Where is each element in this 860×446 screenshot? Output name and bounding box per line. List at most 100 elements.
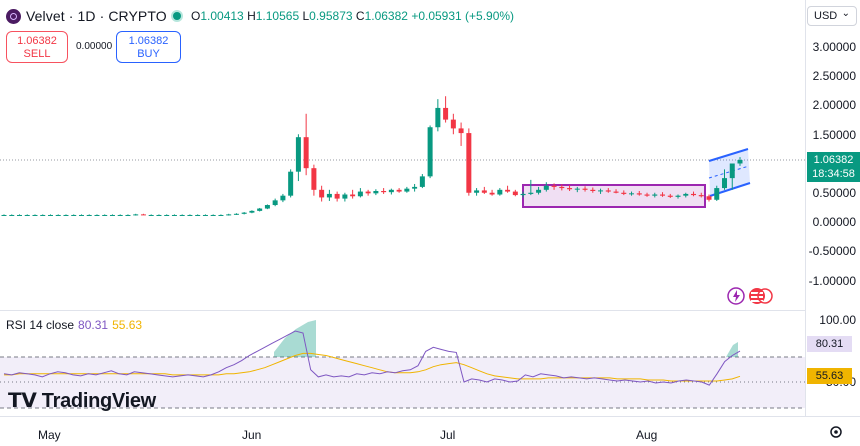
candle-body[interactable] (272, 200, 278, 206)
candle-body[interactable] (303, 137, 309, 169)
candle-body[interactable] (381, 190, 387, 193)
candle-body[interactable] (117, 214, 123, 216)
candle-body[interactable] (210, 214, 216, 216)
candle-body[interactable] (574, 188, 580, 190)
candle-body[interactable] (102, 214, 108, 216)
candle-body[interactable] (520, 193, 526, 196)
candle-body[interactable] (567, 188, 573, 190)
candle-body[interactable] (311, 168, 317, 190)
candle-body[interactable] (660, 194, 666, 196)
candle-body[interactable] (505, 189, 511, 192)
candle-body[interactable] (350, 194, 356, 197)
candle-body[interactable] (187, 214, 193, 216)
buy-button[interactable]: 1.06382 BUY (116, 31, 181, 63)
channel-top-line[interactable] (708, 148, 749, 162)
symbol-title[interactable]: Velvet · 1D · CRYPTO (26, 8, 167, 24)
candle-body[interactable] (133, 214, 139, 216)
candle-body[interactable] (109, 214, 115, 216)
rsi-ma-line[interactable] (4, 352, 741, 382)
candle-body[interactable] (582, 188, 588, 190)
candle-body[interactable] (125, 214, 131, 216)
candle-body[interactable] (419, 176, 425, 187)
candle-body[interactable] (326, 193, 332, 198)
candle-body[interactable] (481, 190, 487, 193)
settings-gear-icon[interactable] (830, 426, 842, 438)
candle-body[interactable] (71, 214, 77, 216)
candle-body[interactable] (226, 214, 232, 216)
candle-body[interactable] (450, 119, 456, 129)
candle-body[interactable] (683, 193, 689, 196)
candle-body[interactable] (63, 214, 69, 216)
candle-body[interactable] (55, 214, 61, 216)
candle-body[interactable] (202, 214, 208, 216)
candle-body[interactable] (156, 214, 162, 216)
candle-body[interactable] (218, 214, 224, 216)
candle-body[interactable] (388, 189, 394, 193)
candle-body[interactable] (249, 210, 255, 213)
candle-body[interactable] (32, 214, 38, 216)
candle-body[interactable] (543, 185, 549, 190)
candle-body[interactable] (652, 194, 658, 196)
candle-body[interactable] (474, 190, 480, 193)
candle-body[interactable] (536, 189, 542, 193)
candle-body[interactable] (373, 190, 379, 194)
candle-body[interactable] (40, 214, 46, 216)
candle-body[interactable] (396, 189, 402, 192)
candle-body[interactable] (295, 137, 301, 172)
candle-body[interactable] (140, 214, 146, 216)
candle-body[interactable] (78, 214, 84, 216)
candle-body[interactable] (722, 178, 728, 189)
candle-body[interactable] (342, 194, 348, 199)
candle-body[interactable] (264, 205, 270, 209)
tradingview-logo[interactable]: 𝗧𝗩 TradingView (8, 388, 156, 413)
candle-body[interactable] (729, 163, 735, 179)
candle-body[interactable] (288, 171, 294, 196)
rsi-line[interactable] (3, 330, 741, 386)
candle-body[interactable] (512, 191, 518, 196)
candle-body[interactable] (621, 192, 627, 194)
candle-body[interactable] (357, 191, 363, 197)
candle-body[interactable] (714, 188, 720, 200)
candle-body[interactable] (427, 127, 433, 177)
candle-body[interactable] (257, 208, 263, 211)
candle-body[interactable] (179, 214, 185, 216)
candle-body[interactable] (489, 192, 495, 195)
candle-body[interactable] (148, 214, 154, 216)
candle-body[interactable] (16, 214, 22, 216)
candle-body[interactable] (636, 193, 642, 195)
candle-body[interactable] (233, 213, 239, 215)
candle-body[interactable] (667, 195, 673, 197)
candle-body[interactable] (706, 196, 712, 200)
candle-body[interactable] (613, 191, 619, 193)
sell-button[interactable]: 1.06382 SELL (6, 31, 68, 63)
candle-body[interactable] (24, 214, 30, 216)
candle-body[interactable] (698, 195, 704, 197)
candle-body[interactable] (171, 214, 177, 216)
candle-body[interactable] (458, 128, 464, 134)
candle-body[interactable] (466, 133, 472, 193)
candle-body[interactable] (551, 185, 557, 187)
candle-body[interactable] (528, 192, 534, 194)
rsi-legend[interactable]: RSI 14 close 80.31 55.63 (6, 318, 142, 332)
candle-body[interactable] (280, 195, 286, 201)
candle-body[interactable] (435, 107, 441, 128)
candle-body[interactable] (164, 214, 170, 216)
candle-body[interactable] (195, 214, 201, 216)
candle-body[interactable] (365, 191, 371, 194)
candle-body[interactable] (644, 194, 650, 196)
currency-select[interactable]: USD ⌄ (807, 6, 857, 26)
candle-body[interactable] (412, 186, 418, 189)
candle-body[interactable] (47, 214, 53, 216)
candle-body[interactable] (605, 190, 611, 192)
candle-body[interactable] (737, 159, 743, 164)
candle-body[interactable] (691, 193, 697, 196)
candle-body[interactable] (9, 214, 15, 216)
candle-body[interactable] (559, 186, 565, 189)
candle-body[interactable] (1, 214, 7, 216)
candle-body[interactable] (334, 193, 340, 199)
candle-body[interactable] (629, 193, 635, 195)
candle-body[interactable] (598, 190, 604, 192)
candle-body[interactable] (675, 195, 681, 197)
candle-body[interactable] (404, 188, 410, 192)
